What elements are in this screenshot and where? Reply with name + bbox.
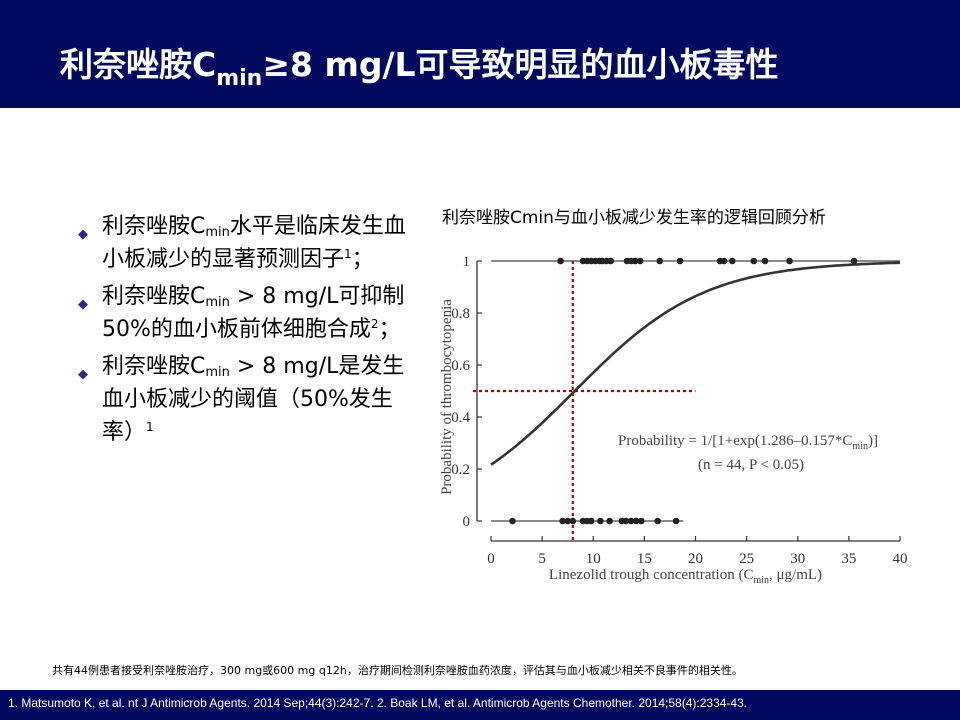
equation-line-2: (n = 44, P < 0.05)	[698, 457, 804, 473]
slide-title: 利奈唑胺Cmin≥8 mg/L可导致明显的血小板毒性	[60, 40, 779, 90]
references-text: 1. Matsumoto K, et al. nt J Antimicrob A…	[8, 696, 748, 710]
citation-mark: 1	[146, 420, 154, 434]
no-event-point	[597, 517, 604, 525]
reference-bar	[0, 690, 960, 720]
x-tick-label: 35	[841, 551, 856, 567]
logistic-curve-group	[490, 261, 900, 466]
bullet-subscript: min	[205, 365, 230, 380]
event-point	[850, 257, 858, 265]
no-event-point	[606, 517, 613, 525]
event-point	[631, 257, 639, 265]
chart-axes	[476, 260, 901, 542]
event-point	[676, 257, 684, 265]
event-point	[557, 257, 564, 265]
bullet-punct: ；	[378, 317, 401, 342]
title-main: 利奈唑胺C	[60, 45, 217, 84]
no-event-point	[654, 517, 661, 525]
bullet-text: 水平是临床发生血小板减少的显著预测因子	[102, 214, 406, 272]
diamond-bullet-icon: ◆	[78, 297, 88, 312]
diamond-bullet-icon: ◆	[78, 367, 88, 382]
y-tick-label: 0.4	[451, 410, 470, 426]
title-subscript: min	[216, 66, 263, 91]
axis-labels: 00.20.40.60.810 5 10 15 20 25 30 35 40Probabilit…	[439, 254, 908, 586]
y-tick-label: 0.8	[451, 306, 470, 322]
logistic-curve	[490, 261, 900, 466]
bullet-list: ◆ 利奈唑胺Cmin水平是临床发生血小板减少的显著预测因子1； ◆ 利奈唑胺Cmin…	[72, 210, 412, 453]
x-tick-label: 5	[538, 551, 546, 567]
bullet-text: > 8 mg/L可抑制50%的血小板前体细胞合成	[102, 284, 405, 342]
data-points	[509, 257, 858, 525]
y-tick-label: 0.2	[451, 462, 470, 478]
no-event-point	[632, 517, 640, 525]
x-axis-label: Linezolid trough concentration (Cmin, μg…	[549, 567, 822, 586]
bullet-punct: ；	[351, 247, 374, 272]
x-tick-label: 30	[790, 551, 805, 567]
logistic-chart: 00.20.40.60.810 5 10 15 20 25 30 35 40Probabilit…	[439, 254, 908, 586]
no-event-point	[569, 517, 577, 525]
event-point	[786, 257, 793, 265]
citation-mark: 1	[344, 247, 352, 261]
event-point	[729, 257, 736, 265]
bullet-text: 利奈唑胺C	[102, 284, 206, 309]
bullet-subscript: min	[205, 295, 230, 310]
no-event-point	[672, 517, 680, 525]
diamond-bullet-icon: ◆	[78, 227, 88, 242]
y-tick-label: 0	[463, 514, 471, 530]
x-tick-label: 0	[487, 551, 495, 567]
x-tick-label: 10	[586, 551, 601, 567]
event-point	[656, 257, 664, 265]
no-event-point	[559, 517, 566, 525]
x-tick-label: 40	[893, 551, 908, 567]
bullet-text: 利奈唑胺C	[102, 354, 206, 379]
x-tick-label: 15	[637, 551, 652, 567]
bullet-item: ◆ 利奈唑胺Cmin > 8 mg/L可抑制50%的血小板前体细胞合成2；	[72, 280, 412, 346]
event-point	[720, 257, 728, 265]
equation-line-1: Probability = 1/[1+exp(1.286–0.157*Cmin)…	[618, 433, 878, 452]
study-footnote: 共有44例患者接受利奈唑胺治疗，300 mg或600 mg q12h，治疗期间检…	[52, 664, 743, 677]
no-event-point	[564, 517, 571, 525]
citation-mark: 2	[370, 317, 379, 331]
y-tick-label: 0.6	[451, 358, 470, 374]
title-rest: ≥8 mg/L可导致明显的血小板毒性	[262, 45, 779, 84]
no-event-point	[509, 517, 516, 525]
y-tick-label: 1	[463, 254, 471, 270]
no-event-point	[622, 517, 630, 525]
event-point	[750, 257, 758, 265]
event-point	[636, 257, 644, 265]
bullet-subscript: min	[205, 225, 230, 240]
reference-lines	[473, 261, 696, 541]
x-tick-label: 20	[688, 551, 703, 567]
bullet-text: > 8 mg/L是发生血小板减少的阈值（50%发生率）	[102, 354, 405, 445]
no-event-point	[587, 517, 595, 525]
bullet-item: ◆ 利奈唑胺Cmin > 8 mg/L是发生血小板减少的阈值（50%发生率）1	[72, 350, 412, 449]
chart-title: 利奈唑胺Cmin与血小板减少发生率的逻辑回顾分析	[442, 208, 826, 228]
y-axis-label: Probability of thrombocytopenia	[439, 299, 455, 495]
title-bar	[0, 0, 960, 108]
bullet-item: ◆ 利奈唑胺Cmin水平是临床发生血小板减少的显著预测因子1；	[72, 210, 412, 276]
event-point	[607, 257, 614, 265]
bullet-text: 利奈唑胺C	[102, 214, 206, 239]
no-event-point	[627, 517, 635, 525]
event-point	[761, 257, 769, 265]
no-event-point	[638, 517, 645, 525]
x-tick-label: 25	[739, 551, 754, 567]
